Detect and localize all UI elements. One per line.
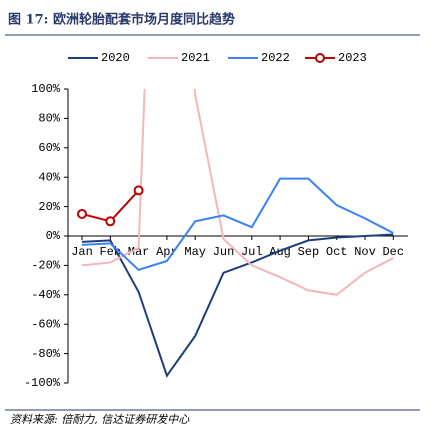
legend-label: 2020 xyxy=(101,51,130,65)
y-tick-label: -100% xyxy=(24,376,61,390)
x-tick-label: Dec xyxy=(382,245,404,259)
legend-marker xyxy=(315,53,325,63)
data-point xyxy=(133,185,144,196)
series-line xyxy=(81,233,394,378)
y-tick-label: 0% xyxy=(46,229,61,243)
series-line xyxy=(81,177,394,271)
plot-area xyxy=(77,89,394,378)
data-point xyxy=(105,216,116,227)
x-tick-label: Mar xyxy=(128,245,150,259)
legend-label: 2021 xyxy=(181,51,210,65)
x-tick-label: Oct xyxy=(326,245,348,259)
x-tick-label: May xyxy=(184,245,206,259)
y-tick-label: -20% xyxy=(31,259,61,273)
y-tick-label: 80% xyxy=(38,112,60,126)
y-tick-label: 20% xyxy=(38,200,60,214)
y-tick-label: -40% xyxy=(31,288,61,302)
source: 资料来源: 倍耐力, 信达证券研发中心 xyxy=(10,413,190,426)
y-tick-label: 40% xyxy=(38,170,60,184)
legend-label: 2022 xyxy=(261,51,290,65)
y-tick-label: -60% xyxy=(31,317,61,331)
x-tick-label: Nov xyxy=(354,245,376,259)
series-line xyxy=(81,89,394,296)
x-tick-label: Apr xyxy=(156,245,178,259)
y-tick-label: -80% xyxy=(31,347,61,361)
x-tick-label: Sep xyxy=(298,245,320,259)
y-tick-label: 60% xyxy=(38,141,60,155)
data-point xyxy=(77,208,87,219)
x-tick-label: Jan xyxy=(71,245,93,259)
legend-label: 2023 xyxy=(338,51,367,65)
y-tick-label: 100% xyxy=(31,82,61,96)
chart-title: 图 17: 欧洲轮胎配套市场月度同比趋势 xyxy=(8,12,235,28)
x-tick-label: Jul xyxy=(241,245,263,259)
x-tick-label: Jun xyxy=(213,245,235,259)
